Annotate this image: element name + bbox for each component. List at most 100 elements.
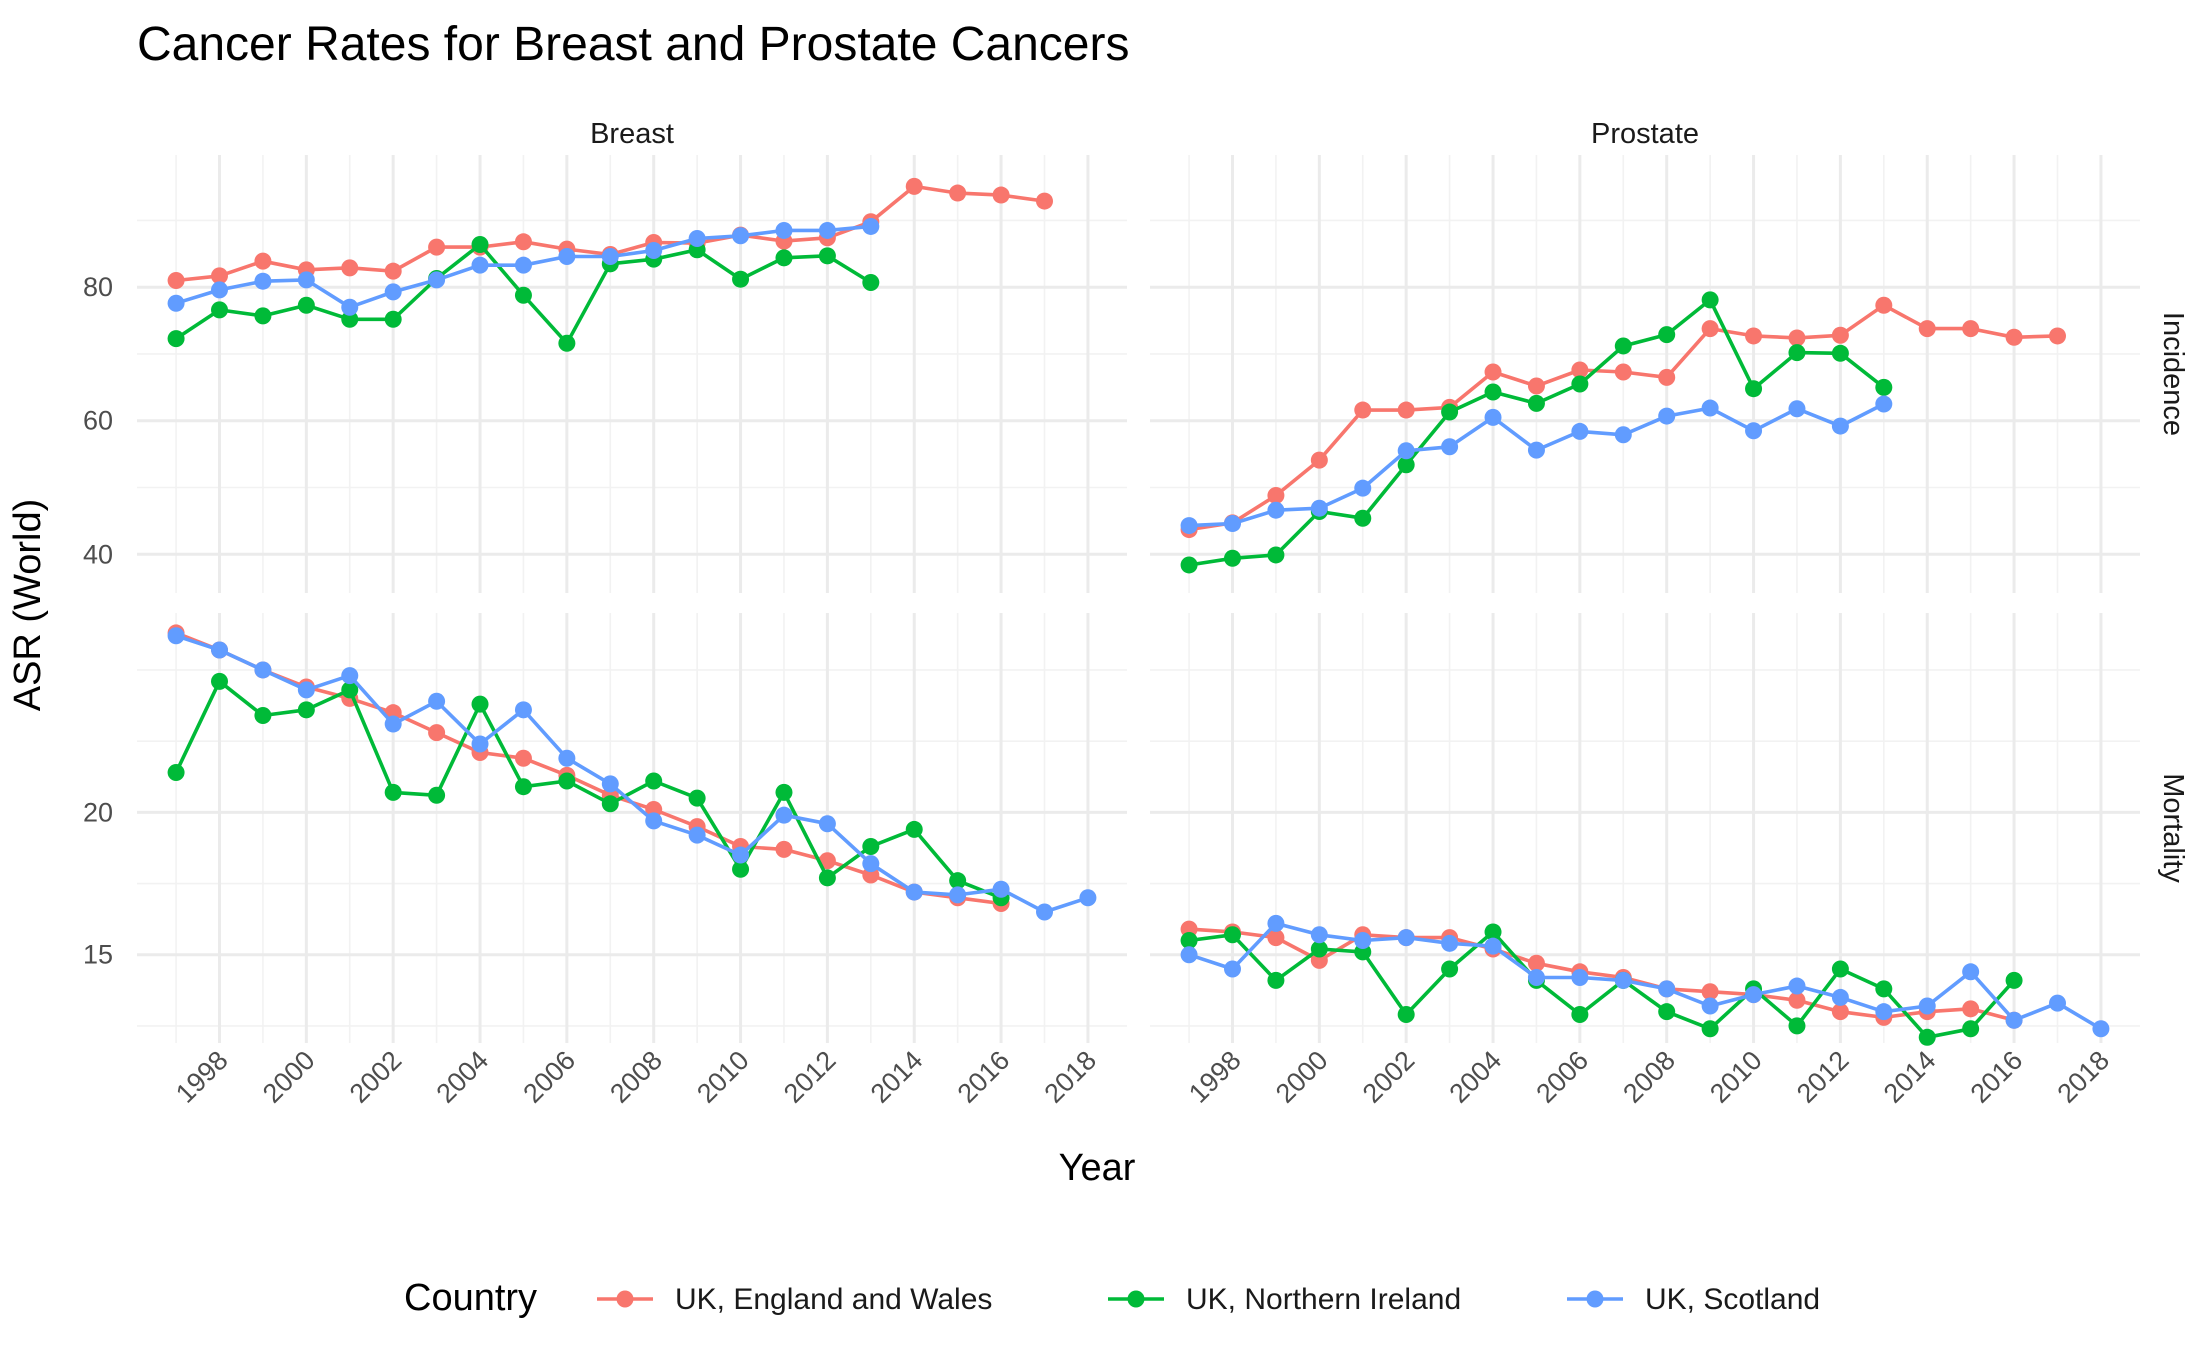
data-point-uk-scotland [1036, 903, 1053, 921]
data-point-uk-scotland [905, 883, 923, 901]
data-point-uk-scotland [254, 272, 272, 290]
data-point-uk-scotland [1397, 442, 1415, 460]
data-point-uk-scotland [1788, 977, 1806, 995]
data-point-uk-england-and-wales [949, 184, 967, 202]
data-point-uk-scotland [1831, 417, 1849, 435]
data-point-uk-england-and-wales [2049, 327, 2066, 345]
data-point-uk-scotland [1701, 997, 1719, 1015]
data-point-uk-northern-ireland [601, 795, 619, 813]
data-point-uk-scotland [1875, 395, 1893, 413]
data-point-uk-england-and-wales [905, 177, 923, 195]
data-point-uk-scotland [1224, 515, 1241, 533]
data-point-uk-england-and-wales [1745, 327, 1763, 345]
data-point-uk-northern-ireland [775, 783, 793, 801]
legend-label: UK, Northern Ireland [1186, 1283, 1461, 1316]
data-point-uk-northern-ireland [2005, 971, 2023, 989]
legend-label: UK, England and Wales [675, 1283, 992, 1316]
data-point-uk-northern-ireland [1180, 556, 1198, 574]
data-point-uk-scotland [428, 271, 446, 289]
data-point-uk-northern-ireland [211, 301, 228, 319]
data-point-uk-scotland [992, 880, 1010, 898]
facet-strip-incidence: Incidence [2157, 312, 2189, 436]
data-point-uk-northern-ireland [732, 270, 750, 288]
data-point-uk-northern-ireland [775, 249, 793, 267]
facet-strip-breast: Breast [590, 118, 674, 150]
data-point-uk-northern-ireland [688, 789, 706, 807]
data-point-uk-england-and-wales [428, 724, 446, 742]
data-point-uk-northern-ireland [645, 772, 663, 790]
data-point-uk-scotland [1831, 988, 1849, 1006]
data-point-uk-northern-ireland [254, 707, 272, 725]
data-point-uk-scotland [1614, 426, 1632, 444]
data-point-uk-england-and-wales [254, 252, 272, 270]
facet-strip-mortality: Mortality [2157, 773, 2189, 883]
data-point-uk-scotland [514, 256, 532, 274]
data-point-uk-scotland [167, 627, 185, 645]
data-point-uk-scotland [1441, 438, 1459, 456]
panel-prostate-incidence [1150, 155, 2140, 593]
data-point-uk-scotland [1875, 1003, 1893, 1021]
data-point-uk-northern-ireland [384, 310, 402, 328]
data-point-uk-england-and-wales [1658, 368, 1676, 386]
data-point-uk-england-and-wales [1527, 954, 1545, 972]
data-point-uk-northern-ireland [1441, 960, 1459, 978]
data-point-uk-scotland [1354, 479, 1372, 497]
data-point-uk-scotland [1527, 441, 1545, 459]
panel-prostate-mortality [1150, 613, 2140, 1046]
data-point-uk-scotland [818, 221, 836, 239]
data-point-uk-northern-ireland [1788, 344, 1806, 362]
data-point-uk-scotland [1484, 408, 1502, 426]
data-point-uk-northern-ireland [1875, 378, 1893, 396]
legend-key-point [616, 1290, 634, 1308]
data-point-uk-northern-ireland [905, 820, 923, 838]
data-point-uk-northern-ireland [1962, 1020, 1980, 1038]
data-point-uk-scotland [1180, 946, 1198, 964]
series-line-uk-scotland [175, 634, 1089, 914]
data-point-uk-scotland [862, 855, 880, 873]
data-point-uk-northern-ireland [1354, 509, 1372, 527]
data-point-uk-england-and-wales [1962, 320, 1980, 338]
data-point-uk-scotland [1701, 399, 1719, 417]
data-point-uk-scotland [341, 667, 359, 685]
data-point-uk-scotland [1310, 499, 1328, 517]
data-point-uk-england-and-wales [1354, 401, 1372, 419]
data-point-uk-scotland [732, 846, 750, 864]
data-point-uk-northern-ireland [818, 869, 836, 887]
data-point-uk-england-and-wales [775, 840, 793, 858]
data-point-uk-northern-ireland [1658, 326, 1676, 344]
data-point-uk-scotland [1527, 969, 1545, 987]
data-point-uk-scotland [601, 247, 619, 265]
data-point-uk-northern-ireland [254, 307, 272, 325]
data-point-uk-scotland [601, 775, 619, 793]
data-point-uk-northern-ireland [1180, 931, 1198, 949]
data-point-uk-scotland [1658, 980, 1676, 998]
data-point-uk-scotland [645, 241, 663, 259]
data-point-uk-scotland [775, 221, 793, 239]
data-point-uk-england-and-wales [1397, 401, 1415, 419]
data-point-uk-scotland [949, 886, 967, 904]
data-point-uk-scotland [1571, 422, 1589, 440]
data-point-uk-northern-ireland [297, 296, 315, 314]
x-axis-title: Year [1059, 1147, 1136, 1189]
chart-title: Cancer Rates for Breast and Prostate Can… [137, 18, 1129, 71]
data-point-uk-scotland [688, 229, 706, 247]
data-point-uk-northern-ireland [384, 783, 402, 801]
data-point-uk-england-and-wales [1831, 326, 1849, 344]
data-point-uk-northern-ireland [1571, 1006, 1589, 1024]
data-point-uk-scotland [1484, 937, 1502, 955]
data-point-uk-scotland [558, 749, 576, 767]
panel-breast-incidence [137, 155, 1127, 593]
data-point-uk-england-and-wales [514, 749, 532, 767]
data-point-uk-northern-ireland [1224, 926, 1241, 944]
data-point-uk-scotland [2092, 1020, 2110, 1038]
data-point-uk-scotland [471, 735, 489, 753]
data-point-uk-scotland [1571, 969, 1589, 987]
data-point-uk-northern-ireland [341, 681, 359, 699]
y-tick-label: 80 [83, 272, 113, 302]
data-point-uk-scotland [775, 806, 793, 824]
data-point-uk-england-and-wales [1875, 296, 1893, 314]
data-point-uk-northern-ireland [1310, 940, 1328, 958]
data-point-uk-northern-ireland [1701, 1020, 1719, 1038]
y-tick-label: 20 [83, 797, 113, 827]
